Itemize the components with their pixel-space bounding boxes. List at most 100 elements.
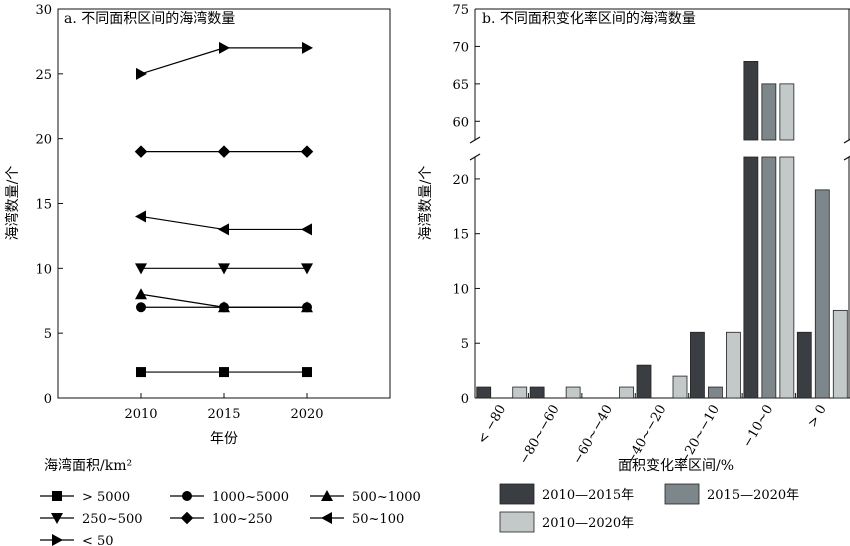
chart-a-legend-item: > 5000 [40, 490, 130, 505]
chart-a-series-group [135, 210, 312, 236]
chart-b-legend-item: 2010—2020年 [499, 511, 634, 533]
chart-a-data-point [219, 367, 229, 378]
chart-a-y-tick-label: 15 [35, 198, 52, 213]
chart-a-data-point [218, 223, 229, 236]
chart-b-break-mark-left [469, 136, 481, 144]
chart-a-y-ticks: 0 5 10 15 20 25 30 [35, 3, 63, 407]
chart-a-data-point [136, 67, 147, 80]
chart-a-y-tick-label: 25 [35, 68, 52, 83]
chart-b-legend-swatch [664, 483, 700, 505]
chart-a-plot-frame [57, 8, 391, 399]
chart-b-bar [690, 331, 705, 399]
chart-a-data-point [218, 263, 230, 275]
chart-a-legend-label: < 50 [82, 534, 114, 546]
chart-b-legend-item: 2015—2020年 [664, 483, 799, 505]
chart-b-x-tick-label: > 0 [805, 403, 830, 431]
chart-b-x-ticks: < −80 −80~−60 −60~−40 −40~−20 −20~−10 −10~0 > … [475, 393, 830, 467]
chart-a-ylabel: 海湾数量/个 [4, 166, 21, 241]
chart-b-y-tick-label: 75 [452, 3, 469, 18]
chart-b-legend: 2010—2015年 2015—2020年 2010—2020年 [499, 483, 799, 533]
chart-a-y-tick-label: 0 [44, 392, 52, 407]
chart-a-series-group [134, 145, 314, 158]
chart-b-y-tick-label: 10 [452, 282, 469, 297]
chart-b-legend-label: 2015—2020年 [707, 488, 799, 503]
chart-b-bars [476, 61, 848, 399]
chart-b-x-tick-label: −10~0 [740, 403, 776, 451]
chart-a-legend-item: 500~1000 [310, 490, 421, 505]
chart-b-bar-upper [743, 61, 759, 141]
chart-b-bar [708, 386, 723, 399]
chart-a-legend-label: 500~1000 [352, 490, 421, 505]
chart-a-data-point [301, 301, 313, 313]
chart-a-series-group [136, 41, 313, 80]
chart-a-series-line [140, 47, 307, 75]
chart-b-x-tick-label: −60~−40 [570, 403, 616, 467]
chart-a: a. 不同面积区间的海湾数量 年份 海湾数量/个 0 5 10 15 20 25 30 20… [4, 3, 421, 546]
chart-a-data-point [134, 145, 148, 158]
chart-a-legend-marker [180, 511, 194, 525]
chart-b-bar [636, 364, 652, 399]
chart-b-bar [796, 331, 812, 399]
chart-a-x-tick-label: 2010 [124, 407, 157, 422]
chart-b-legend-item: 2010—2015年 [499, 483, 634, 505]
chart-b-bar [726, 331, 741, 399]
chart-a-legend-marker [321, 512, 332, 524]
chart-a-data-point [218, 301, 230, 313]
chart-a-legend-title: 海湾面积/km² [44, 457, 132, 474]
chart-a-legend-label: 50~100 [352, 512, 404, 527]
chart-a-legend-marker [321, 490, 333, 501]
chart-a-legend-marker [51, 513, 63, 524]
chart-a-legend-item: 1000~5000 [170, 490, 289, 505]
chart-a-data-point [302, 367, 312, 378]
chart-b-y-tick-label: 15 [452, 228, 469, 243]
chart-a-y-tick-label: 20 [35, 133, 52, 148]
chart-a-legend-label: 1000~5000 [212, 490, 289, 505]
chart-b-bar [529, 386, 545, 399]
chart-b-bar-lower [779, 156, 795, 399]
chart-b-y-tick-label: 5 [461, 337, 469, 352]
chart-a-series [134, 41, 314, 378]
chart-a-legend-label: > 5000 [82, 490, 130, 505]
chart-b-legend-label: 2010—2015年 [542, 488, 634, 503]
chart-a-data-point [301, 263, 313, 275]
chart-b: b. 不同面积变化率区间的海湾数量 面积变化率区间/% 海湾数量/个 0 5 10 1… [417, 3, 850, 533]
chart-b-legend-label: 2010—2020年 [542, 516, 634, 531]
chart-a-x-ticks: 2010 2015 2020 [124, 393, 324, 422]
chart-a-legend-label: 250~500 [82, 512, 143, 527]
chart-b-legend-swatch [499, 511, 535, 533]
chart-b-y-ticks: 0 5 10 15 20 60 65 70 75 [452, 3, 480, 407]
chart-b-x-tick-label: < −80 [475, 403, 509, 447]
chart-b-bar [814, 189, 830, 399]
chart-b-bar [565, 386, 581, 399]
chart-a-legend-marker [52, 491, 62, 501]
chart-b-legend-swatch [499, 483, 535, 505]
chart-a-title: a. 不同面积区间的海湾数量 [64, 10, 235, 27]
chart-b-bar-lower [761, 156, 777, 399]
chart-a-y-tick-label: 5 [44, 327, 52, 342]
chart-b-bar-lower [743, 156, 759, 399]
chart-a-data-point [135, 210, 146, 223]
chart-b-y-tick-label: 0 [461, 392, 469, 407]
chart-b-bar-upper [761, 83, 777, 141]
chart-a-data-point [135, 288, 147, 300]
chart-b-y-tick-label: 65 [452, 78, 469, 93]
chart-b-bar [832, 309, 848, 399]
chart-b-title: b. 不同面积变化率区间的海湾数量 [482, 10, 696, 27]
chart-a-series-group [135, 263, 313, 275]
chart-b-frame-upper [474, 8, 850, 140]
chart-b-bar-upper [779, 83, 795, 141]
chart-a-data-point [136, 367, 146, 378]
chart-a-data-point [136, 302, 146, 313]
chart-b-bar [672, 375, 688, 399]
chart-a-legend: > 5000 1000~5000 500~1000 250~500 100~250 50~… [40, 490, 421, 546]
chart-a-data-point [300, 145, 314, 158]
chart-a-legend-item: 100~250 [170, 511, 273, 527]
chart-a-legend-item: < 50 [40, 534, 114, 546]
chart-a-series-group [136, 367, 312, 378]
chart-b-y-tick-label: 20 [452, 173, 469, 188]
chart-a-y-tick-label: 10 [35, 262, 52, 277]
chart-b-break-mark-right [843, 138, 850, 144]
chart-a-series-group [135, 288, 313, 313]
chart-b-break-mark-left [469, 153, 481, 161]
chart-a-x-tick-label: 2015 [207, 407, 240, 422]
